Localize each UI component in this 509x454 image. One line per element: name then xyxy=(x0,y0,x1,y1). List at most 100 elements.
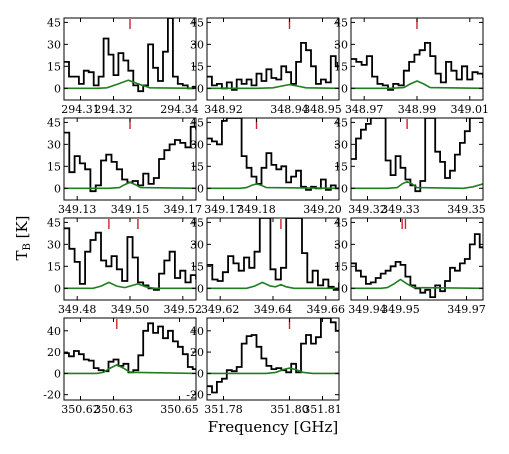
y-tick-label: 30 xyxy=(190,238,204,251)
x-tick-label: 348.94 xyxy=(270,103,309,116)
model-spectrum xyxy=(64,364,196,375)
spectrum-panel-4: 0 15 30 45 349.13 349.15 349.17 xyxy=(47,116,202,216)
y-tick-label: 45 xyxy=(190,116,204,129)
y-tick-label: 0 xyxy=(341,182,348,195)
observed-spectrum xyxy=(207,42,339,91)
observed-spectrum xyxy=(207,118,339,191)
x-tick-label: 349.15 xyxy=(111,203,150,216)
x-tick-label: 349.13 xyxy=(58,203,97,216)
y-tick-label: 45 xyxy=(334,216,348,229)
observed-spectrum xyxy=(64,322,196,374)
x-tick-label: 349.50 xyxy=(111,303,150,316)
y-tick-label: 15 xyxy=(47,260,61,273)
y-tick-label: -20 xyxy=(43,389,61,402)
x-tick-label: 349.32 xyxy=(348,203,387,216)
y-tick-label: 0 xyxy=(197,367,204,380)
panel-frame xyxy=(63,17,197,101)
y-tick-label: 45 xyxy=(47,16,61,29)
x-tick-label: 294.32 xyxy=(94,103,133,116)
y-tick-label: 30 xyxy=(47,138,61,151)
y-tick-label: 45 xyxy=(334,16,348,29)
y-tick-label: 30 xyxy=(334,138,348,151)
y-tick-label: 15 xyxy=(190,60,204,73)
x-tick-label: 349.48 xyxy=(58,303,97,316)
y-tick-label: 45 xyxy=(47,116,61,129)
y-tick-label: 15 xyxy=(190,160,204,173)
observed-spectrum xyxy=(64,125,196,193)
y-tick-label: 0 xyxy=(341,282,348,295)
x-tick-label: 349.20 xyxy=(303,203,342,216)
y-tick-label: 30 xyxy=(190,138,204,151)
y-axis-title-main: T xyxy=(13,251,31,261)
x-tick-label: 349.52 xyxy=(164,303,203,316)
y-tick-label: 30 xyxy=(334,238,348,251)
x-tick-label: 349.01 xyxy=(451,103,490,116)
model-spectrum xyxy=(207,183,339,190)
x-tick-label: 349.62 xyxy=(201,303,240,316)
y-tick-label: 0 xyxy=(54,82,61,95)
x-tick-label: 348.97 xyxy=(345,103,384,116)
y-tick-label: 30 xyxy=(334,38,348,51)
x-tick-label: 348.99 xyxy=(398,103,437,116)
panel-frame xyxy=(350,217,484,301)
panel-frame xyxy=(350,117,484,201)
y-tick-label: -20 xyxy=(186,389,204,402)
model-spectrum xyxy=(351,80,483,90)
y-tick-label: 20 xyxy=(190,346,204,359)
observed-spectrum xyxy=(351,118,483,193)
x-tick-label: 294.34 xyxy=(160,103,199,116)
model-spectrum xyxy=(64,181,196,190)
y-tick-label: 40 xyxy=(47,325,61,338)
y-axis-title: TB [K] xyxy=(13,215,33,260)
y-tick-label: 15 xyxy=(334,260,348,273)
x-tick-label: 350.65 xyxy=(160,403,199,416)
y-tick-label: 0 xyxy=(54,282,61,295)
y-tick-label: 45 xyxy=(334,116,348,129)
x-tick-label: 349.35 xyxy=(447,203,486,216)
x-tick-label: 351.80 xyxy=(270,403,309,416)
y-tick-label: 0 xyxy=(54,182,61,195)
y-axis-title-subscript: B xyxy=(22,243,33,250)
x-tick-label: 349.18 xyxy=(237,203,276,216)
model-spectrum xyxy=(351,278,483,290)
y-tick-label: 0 xyxy=(341,82,348,95)
y-tick-label: 15 xyxy=(334,160,348,173)
spectrum-panel-3: 0 15 30 45 348.97 348.99 349.01 xyxy=(334,16,489,116)
x-tick-label: 350.63 xyxy=(94,403,133,416)
y-tick-label: 15 xyxy=(190,260,204,273)
y-tick-label: 30 xyxy=(47,238,61,251)
x-tick-label: 349.95 xyxy=(381,303,420,316)
x-tick-label: 349.17 xyxy=(204,203,243,216)
y-tick-label: 45 xyxy=(190,16,204,29)
model-spectrum xyxy=(64,79,196,90)
x-tick-label: 351.81 xyxy=(303,403,342,416)
x-tick-label: 349.33 xyxy=(381,203,420,216)
y-tick-label: 15 xyxy=(47,160,61,173)
model-spectrum xyxy=(64,281,196,290)
observed-spectrum xyxy=(207,318,339,394)
y-tick-label: 20 xyxy=(47,346,61,359)
x-tick-label: 349.17 xyxy=(164,203,203,216)
x-tick-label: 349.94 xyxy=(348,303,387,316)
y-tick-label: 45 xyxy=(190,216,204,229)
observed-spectrum xyxy=(351,42,483,91)
x-axis-title: Frequency [GHz] xyxy=(208,418,339,436)
x-tick-label: 348.92 xyxy=(204,103,243,116)
y-tick-label: 40 xyxy=(190,325,204,338)
y-tick-label: 0 xyxy=(197,82,204,95)
model-spectrum xyxy=(207,281,339,290)
model-spectrum xyxy=(207,83,339,90)
spectrum-panel-8: 0 15 30 45 349.62 349.64 349.66 xyxy=(190,216,345,316)
observed-spectrum xyxy=(64,18,196,93)
y-tick-label: 30 xyxy=(190,38,204,51)
y-axis-title-unit: [K] xyxy=(13,215,31,243)
y-tick-label: 15 xyxy=(47,60,61,73)
model-spectrum xyxy=(207,367,339,375)
spectrum-panel-7: 0 15 30 45 349.48 349.50 349.52 xyxy=(47,216,202,316)
